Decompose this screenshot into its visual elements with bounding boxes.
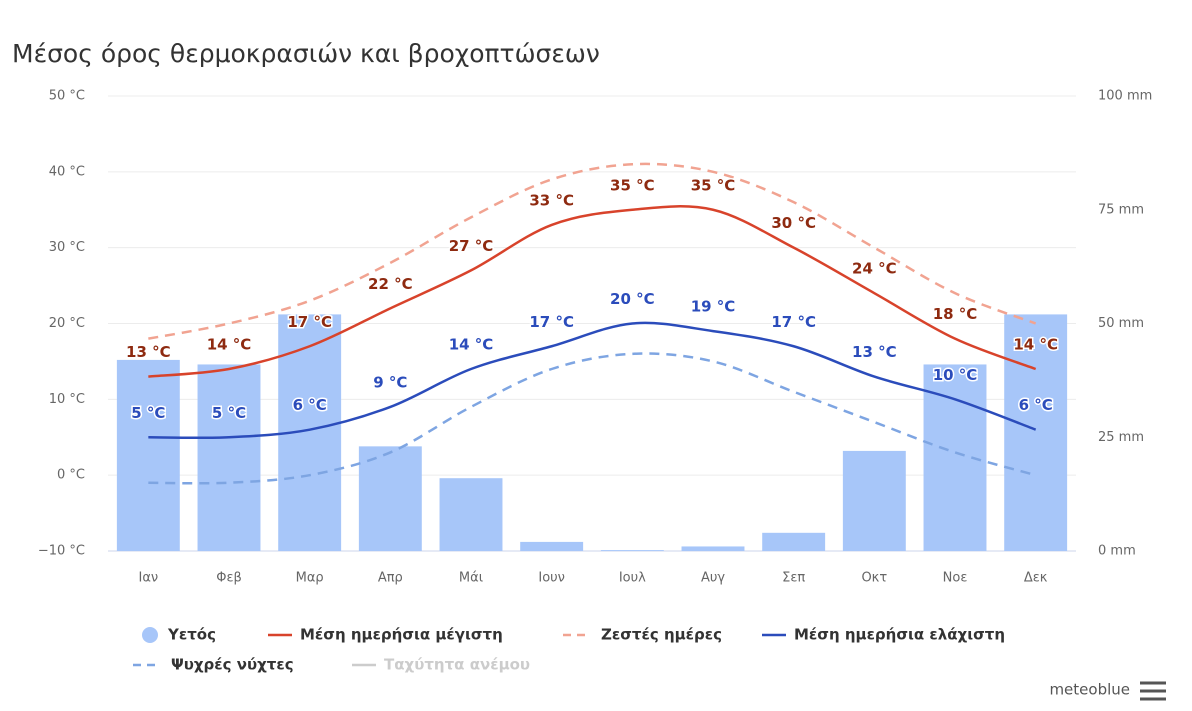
- data-label: 13 °C: [852, 343, 897, 361]
- data-label: 33 °C: [529, 191, 574, 209]
- legend-item[interactable]: Ψυχρές νύχτες: [171, 656, 294, 674]
- x-tick-label: Ιαν: [138, 571, 158, 586]
- x-tick-label: Δεκ: [1024, 571, 1048, 586]
- data-label: 35 °C: [691, 176, 736, 194]
- x-tick-label: Απρ: [378, 571, 403, 586]
- y2-tick-label: 50 mm: [1098, 316, 1144, 331]
- y-tick-label: 0 °C: [57, 468, 85, 483]
- data-label: 6 °C: [293, 396, 327, 414]
- data-label: 9 °C: [373, 373, 407, 391]
- x-tick-label: Φεβ: [216, 571, 242, 586]
- data-label: 14 °C: [449, 336, 494, 354]
- data-label: 30 °C: [771, 214, 816, 232]
- data-label: 5 °C: [131, 404, 165, 422]
- data-label: 22 °C: [368, 275, 413, 293]
- x-tick-label: Νοε: [943, 571, 968, 586]
- x-tick-label: Μαρ: [296, 571, 324, 586]
- data-label: 35 °C: [610, 176, 655, 194]
- data-label: 5 °C: [212, 404, 246, 422]
- x-tick-label: Ιουν: [538, 571, 565, 586]
- x-tick-label: Αυγ: [701, 571, 725, 586]
- menu-button[interactable]: [1138, 680, 1166, 702]
- precipitation-bar: [600, 550, 664, 551]
- data-label: 19 °C: [691, 298, 736, 316]
- data-label: 6 °C: [1019, 396, 1053, 414]
- precipitation-bar: [762, 532, 826, 551]
- data-label: 27 °C: [449, 237, 494, 255]
- y-tick-label: 40 °C: [49, 164, 85, 179]
- precipitation-bar: [520, 541, 584, 551]
- legend-item[interactable]: Μέση ημερήσια ελάχιστη: [794, 626, 1005, 644]
- precipitation-bar: [842, 450, 906, 551]
- data-label: 18 °C: [933, 305, 978, 323]
- data-label: 10 °C: [933, 366, 978, 384]
- x-tick-label: Οκτ: [861, 571, 887, 586]
- x-tick-label: Σεπ: [782, 571, 805, 586]
- precipitation-bar: [358, 446, 422, 551]
- precipitation-bar: [681, 546, 745, 551]
- line: [148, 162, 1037, 340]
- y-tick-label: −10 °C: [38, 544, 85, 559]
- data-label: 24 °C: [852, 260, 897, 278]
- data-label: 14 °C: [207, 336, 252, 354]
- data-label: 17 °C: [771, 313, 816, 331]
- legend-item[interactable]: Υετός: [167, 626, 216, 644]
- data-label: 14 °C: [1013, 336, 1058, 354]
- line: [148, 321, 1037, 440]
- precipitation-bar: [439, 478, 503, 551]
- data-label: 20 °C: [610, 290, 655, 308]
- y2-tick-label: 25 mm: [1098, 430, 1144, 445]
- precipitation-bar: [1004, 314, 1068, 551]
- line: [148, 205, 1037, 378]
- data-label: 17 °C: [529, 313, 574, 331]
- credit: meteoblue: [1049, 681, 1130, 699]
- y2-tick-label: 100 mm: [1098, 89, 1152, 104]
- y2-tick-label: 0 mm: [1098, 544, 1136, 559]
- precipitation-bar: [116, 359, 180, 551]
- y2-tick-label: 75 mm: [1098, 202, 1144, 217]
- y-tick-label: 20 °C: [49, 316, 85, 331]
- chart-title: Μέσος όρος θερμοκρασιών και βροχοπτώσεων: [12, 39, 600, 68]
- y-tick-label: 50 °C: [49, 89, 85, 104]
- y-tick-label: 30 °C: [49, 240, 85, 255]
- precipitation-bar: [197, 364, 261, 551]
- legend-marker: [142, 627, 158, 643]
- legend-item[interactable]: Ταχύτητα ανέμου: [384, 656, 530, 674]
- x-tick-label: Μάι: [459, 571, 483, 586]
- data-label: 17 °C: [287, 313, 332, 331]
- legend-item[interactable]: Ζεστές ημέρες: [601, 626, 722, 644]
- legend-item[interactable]: Μέση ημερήσια μέγιστη: [300, 626, 503, 644]
- x-tick-label: Ιουλ: [619, 571, 646, 586]
- line: [148, 352, 1037, 485]
- y-tick-label: 10 °C: [49, 392, 85, 407]
- data-label: 13 °C: [126, 343, 171, 361]
